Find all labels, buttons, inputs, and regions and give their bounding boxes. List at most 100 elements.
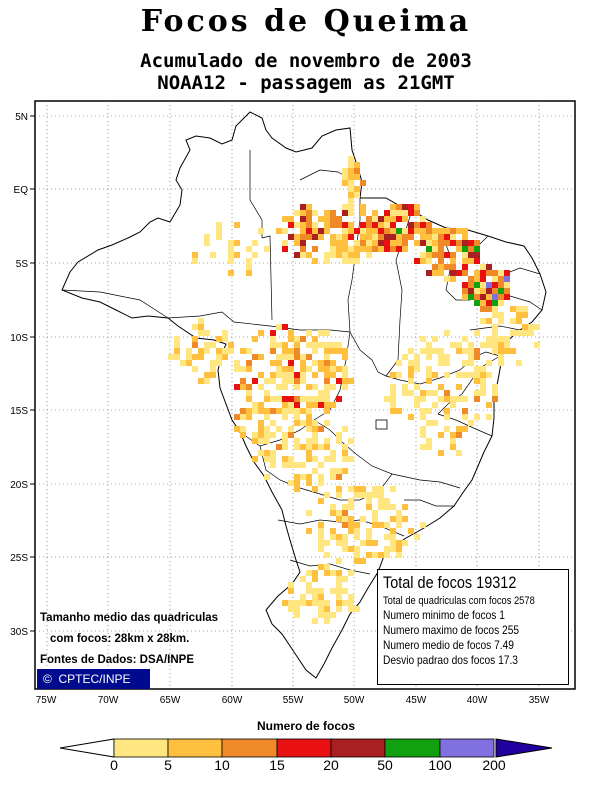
- fire-cell: [432, 264, 438, 270]
- fire-cell: [246, 348, 252, 354]
- map-subtitle-satellite: NOAA12 - passagem as 21GMT: [157, 72, 455, 94]
- fire-cell: [234, 384, 240, 390]
- fire-cell: [462, 408, 468, 414]
- fire-cell: [312, 402, 318, 408]
- fire-cell: [354, 174, 360, 180]
- fire-cell: [450, 228, 456, 234]
- lat-label: 15S: [10, 406, 28, 417]
- fire-cell: [390, 372, 396, 378]
- fire-cell: [264, 438, 270, 444]
- fire-cell: [348, 438, 354, 444]
- fire-cell: [270, 372, 276, 378]
- fire-cell: [342, 348, 348, 354]
- fire-cell: [330, 342, 336, 348]
- fire-cell: [336, 516, 342, 522]
- fire-cell: [486, 360, 492, 366]
- fire-cell: [486, 414, 492, 420]
- fire-cell: [318, 228, 324, 234]
- fire-cell: [414, 384, 420, 390]
- fire-cell: [300, 336, 306, 342]
- fire-cell: [318, 546, 324, 552]
- fire-cell: [504, 342, 510, 348]
- fire-cell: [426, 258, 432, 264]
- fire-cell: [258, 438, 264, 444]
- fire-cell: [486, 372, 492, 378]
- fire-cell: [426, 270, 432, 276]
- fire-cell: [384, 504, 390, 510]
- fire-cell: [414, 228, 420, 234]
- fire-cell: [438, 354, 444, 360]
- fire-cell: [258, 372, 264, 378]
- fire-cell: [306, 450, 312, 456]
- fire-cell: [462, 246, 468, 252]
- fire-cell: [288, 462, 294, 468]
- fire-cell: [438, 396, 444, 402]
- cell-size-note-line1: Tamanho medio das quadriculas: [40, 612, 219, 624]
- fire-cell: [336, 348, 342, 354]
- fire-cell: [306, 414, 312, 420]
- fire-cell: [354, 552, 360, 558]
- fire-cell: [342, 546, 348, 552]
- fire-cell: [342, 576, 348, 582]
- fire-cell: [414, 396, 420, 402]
- fire-cell: [186, 354, 192, 360]
- fire-cell: [192, 336, 198, 342]
- fire-cell: [294, 348, 300, 354]
- fire-cell: [282, 342, 288, 348]
- fire-cell: [294, 222, 300, 228]
- fire-cell: [348, 252, 354, 258]
- fire-cell: [528, 324, 534, 330]
- fire-cell: [486, 318, 492, 324]
- fire-cell: [288, 360, 294, 366]
- fire-cell: [198, 348, 204, 354]
- fire-cell: [294, 354, 300, 360]
- fire-cell: [330, 234, 336, 240]
- fire-cell: [426, 246, 432, 252]
- fire-cell: [534, 324, 540, 330]
- fire-cell: [306, 228, 312, 234]
- fire-cell: [336, 510, 342, 516]
- fire-cell: [330, 366, 336, 372]
- fire-cell: [234, 360, 240, 366]
- fire-cell: [426, 252, 432, 258]
- fire-cell: [228, 342, 234, 348]
- fire-cell: [282, 366, 288, 372]
- fire-cell: [288, 588, 294, 594]
- fire-cell: [288, 408, 294, 414]
- fire-cell: [300, 210, 306, 216]
- fire-cell: [330, 570, 336, 576]
- fire-cell: [300, 366, 306, 372]
- fire-cell: [354, 252, 360, 258]
- fire-cell: [342, 180, 348, 186]
- fire-cell: [276, 342, 282, 348]
- fire-cell: [336, 378, 342, 384]
- fire-cell: [342, 354, 348, 360]
- fire-cell: [300, 228, 306, 234]
- fire-cell: [444, 426, 450, 432]
- legend-label: 15: [269, 757, 285, 773]
- fire-cell: [396, 360, 402, 366]
- fire-cell: [348, 222, 354, 228]
- fire-cell: [468, 420, 474, 426]
- fire-cell: [330, 456, 336, 462]
- fire-cell: [312, 432, 318, 438]
- fire-cell: [240, 414, 246, 420]
- fire-cell: [312, 210, 318, 216]
- fire-cell: [336, 366, 342, 372]
- fire-cell: [498, 312, 504, 318]
- fire-cell: [402, 540, 408, 546]
- fire-cell: [234, 240, 240, 246]
- fire-cell: [312, 348, 318, 354]
- fire-cell: [378, 228, 384, 234]
- fire-cell: [198, 330, 204, 336]
- fire-cell: [492, 342, 498, 348]
- fire-cell: [306, 408, 312, 414]
- fire-cell: [318, 498, 324, 504]
- fire-cell: [492, 270, 498, 276]
- fire-cell: [324, 492, 330, 498]
- fire-cell: [522, 306, 528, 312]
- fire-cell: [408, 366, 414, 372]
- fire-cell: [444, 276, 450, 282]
- fire-cell: [336, 234, 342, 240]
- fire-cell: [420, 234, 426, 240]
